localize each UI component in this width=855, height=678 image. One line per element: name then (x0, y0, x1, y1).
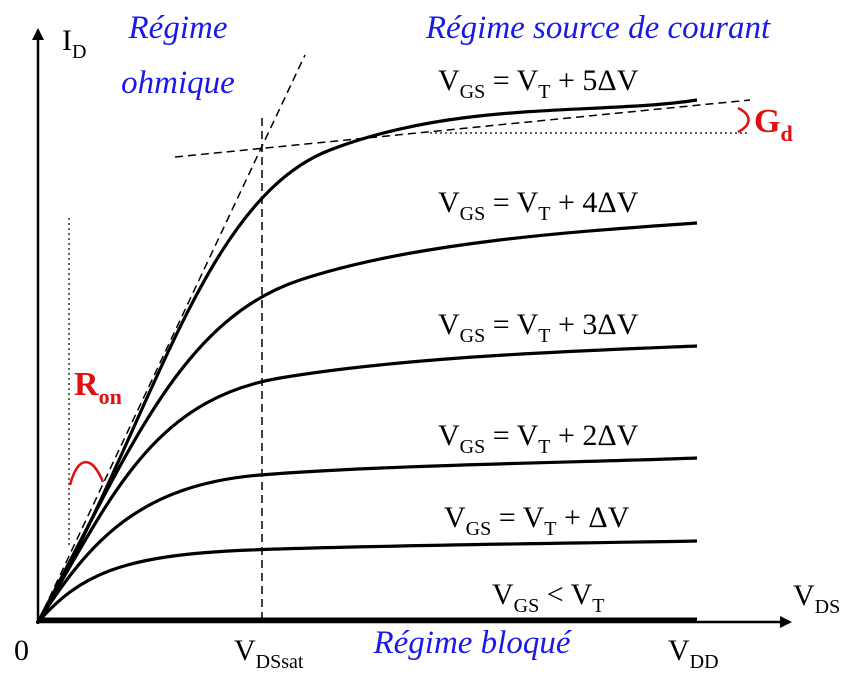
text-part: = V (485, 419, 538, 452)
gd-bracket (737, 106, 750, 134)
text-part: V (438, 186, 460, 219)
curve (36, 98, 698, 623)
text-part: G (754, 103, 780, 140)
x-axis-label: VDS (793, 579, 840, 618)
origin-label: 0 (14, 634, 29, 667)
ohmic-label: ohmique (121, 65, 235, 101)
curve-label: VGS < VT (492, 578, 605, 617)
text-part: = V (491, 501, 544, 534)
curve (36, 221, 698, 623)
subscript: T (538, 203, 550, 225)
curve (36, 456, 698, 623)
subscript: T (538, 325, 550, 347)
subscript: GS (466, 518, 492, 540)
text-part: = V (485, 308, 538, 341)
text-part: V (438, 308, 460, 341)
subscript: on (99, 384, 122, 409)
subscript: D (72, 41, 86, 63)
text-part: V (668, 634, 690, 667)
subscript: T (538, 436, 550, 458)
subscript: GS (460, 436, 486, 458)
ohmic-label: Régime (128, 10, 228, 46)
subscript: T (592, 595, 604, 617)
curve-label: VGS = VT + 4ΔV (438, 186, 639, 225)
y-axis-label: ID (62, 24, 86, 63)
ron-label: Ron (74, 366, 122, 409)
text-part: V (234, 634, 256, 667)
saturation-tangent (174, 99, 751, 158)
text-part: I (62, 24, 72, 57)
ohmic-tangent (37, 54, 306, 623)
curve-label: VGS = VT + ΔV (444, 501, 630, 540)
text-part: V (438, 419, 460, 452)
text-part: + ΔV (557, 501, 630, 534)
subscript: GS (460, 203, 486, 225)
curve (36, 539, 698, 624)
blocked-label: Régime bloqué (372, 625, 571, 661)
subscript: T (538, 81, 550, 103)
curve-label: VGS = VT + 3ΔV (438, 308, 639, 347)
text-part: R (74, 366, 99, 403)
text-part: + 3ΔV (551, 308, 639, 341)
ron-arc (68, 461, 105, 486)
text-part: + 4ΔV (551, 186, 639, 219)
text-part: + 2ΔV (551, 419, 639, 452)
subscript: GS (460, 81, 486, 103)
text-part: V (492, 578, 514, 611)
vdd-label: VDD (668, 634, 719, 673)
text-part: = V (485, 186, 538, 219)
curve-label: VGS = VT + 2ΔV (438, 419, 639, 458)
subscript: T (544, 518, 556, 540)
curve (36, 344, 698, 623)
text-part: V (444, 501, 466, 534)
text-part: = V (485, 64, 538, 97)
subscript: d (780, 121, 792, 146)
subscript: DD (690, 651, 719, 673)
gd-label: Gd (754, 103, 793, 146)
subscript: GS (514, 595, 540, 617)
saturation-label: Régime source de courant (425, 10, 771, 46)
text-part: + 5ΔV (551, 64, 639, 97)
subscript: DS (815, 596, 841, 618)
curve-label: VGS = VT + 5ΔV (438, 64, 639, 103)
subscript: DSsat (256, 651, 304, 673)
text-part: V (438, 64, 460, 97)
text-part: < V (539, 578, 592, 611)
subscript: GS (460, 325, 486, 347)
text-part: V (793, 579, 815, 612)
vdssat-label: VDSsat (234, 634, 304, 673)
